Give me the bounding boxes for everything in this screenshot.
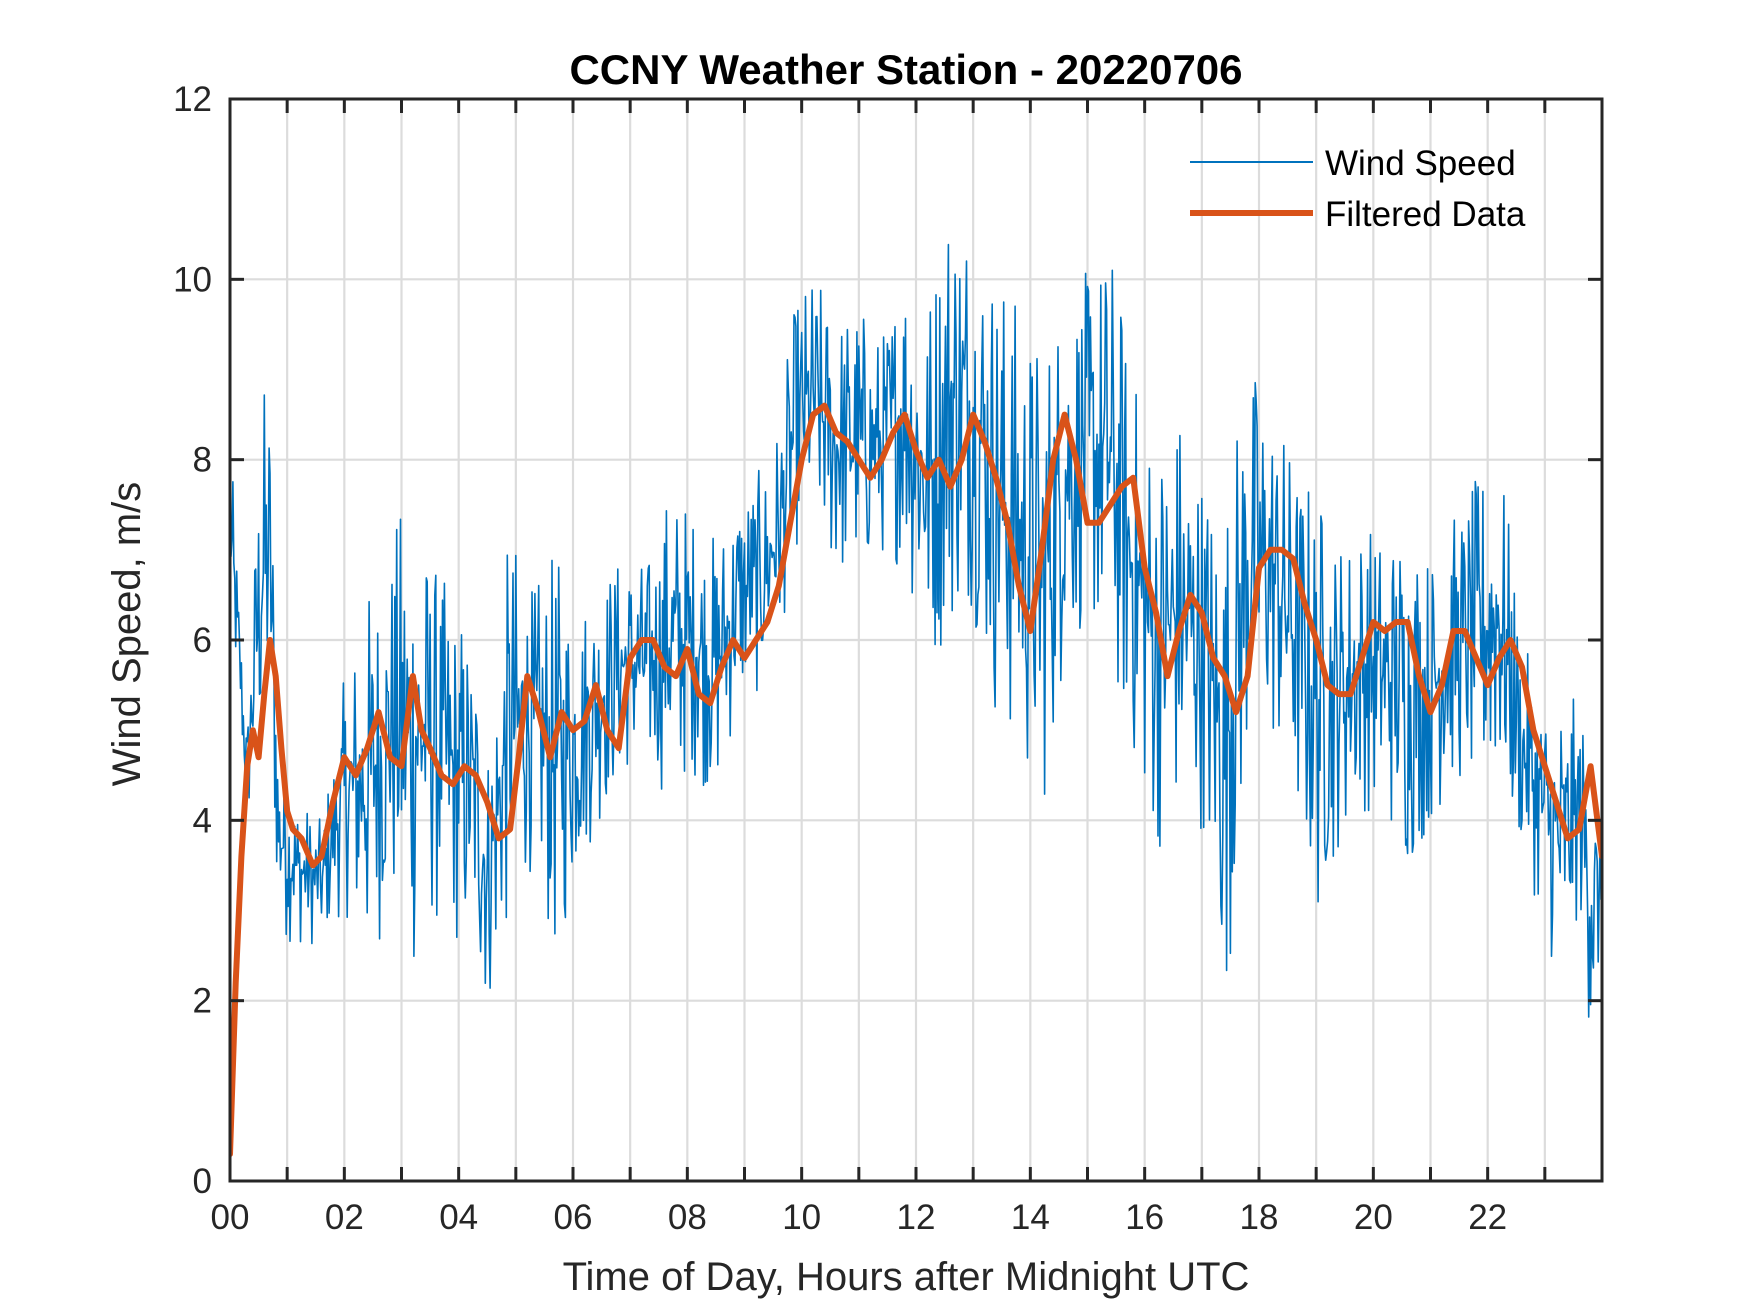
x-tick-label: 18 <box>1240 1198 1279 1237</box>
legend-label-filtered-data: Filtered Data <box>1325 195 1526 234</box>
x-tick-label: 04 <box>439 1198 478 1237</box>
y-tick-label: 12 <box>173 80 212 119</box>
y-tick-label: 6 <box>193 621 212 660</box>
series-filtered-data-line <box>230 402 1602 1157</box>
x-tick-label: 16 <box>1125 1198 1164 1237</box>
x-tick-label: 02 <box>325 1198 364 1237</box>
x-tick-label: 20 <box>1354 1198 1393 1237</box>
x-tick-label: 06 <box>554 1198 593 1237</box>
legend-label-wind-speed: Wind Speed <box>1325 144 1516 183</box>
legend: Wind Speed Filtered Data <box>1190 144 1526 234</box>
x-tick-label: 00 <box>211 1198 250 1237</box>
chart-title: CCNY Weather Station - 20220706 <box>569 46 1242 93</box>
y-tick-labels: 0 2 4 6 8 10 12 <box>173 80 212 1201</box>
x-axis-label: Time of Day, Hours after Midnight UTC <box>563 1255 1250 1299</box>
axes-box <box>228 97 1604 1183</box>
x-tick-label: 08 <box>668 1198 707 1237</box>
y-tick-label: 4 <box>193 801 212 840</box>
y-tick-label: 0 <box>193 1162 212 1201</box>
x-tick-label: 14 <box>1011 1198 1050 1237</box>
y-tick-label: 2 <box>193 982 212 1021</box>
x-tick-label: 22 <box>1468 1198 1507 1237</box>
plot-area <box>228 97 1604 1183</box>
x-tick-label: 10 <box>782 1198 821 1237</box>
y-axis-label: Wind Speed, m/s <box>105 482 149 787</box>
x-tick-label: 12 <box>897 1198 936 1237</box>
x-tick-labels: 00 02 04 06 08 10 12 14 16 18 20 22 <box>211 1198 1508 1237</box>
y-tick-label: 8 <box>193 441 212 480</box>
y-tick-label: 10 <box>173 260 212 299</box>
